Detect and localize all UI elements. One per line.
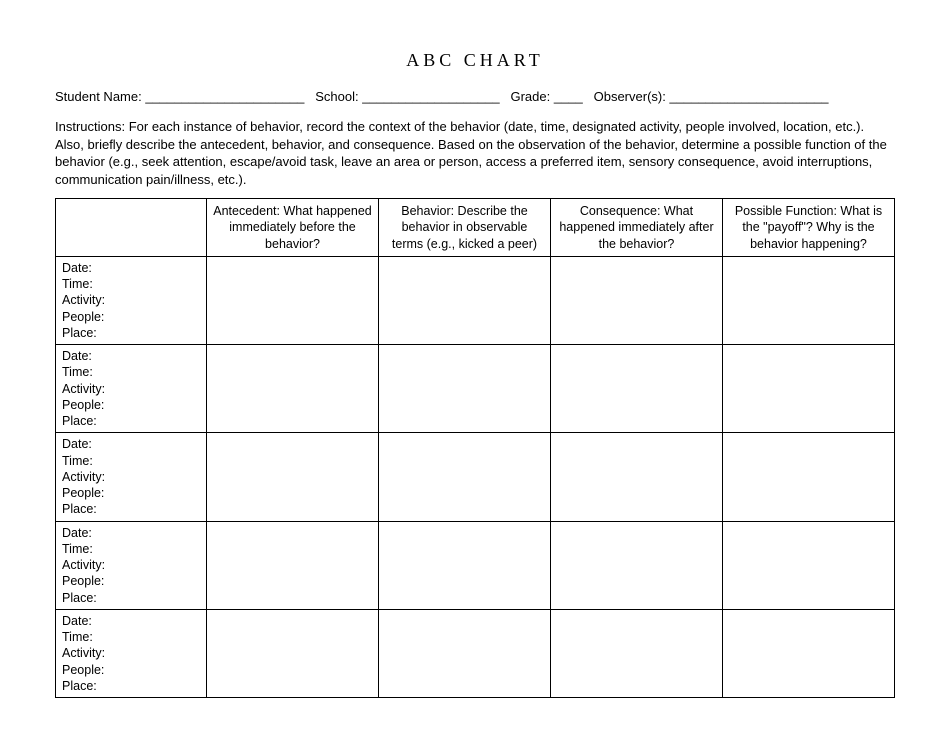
data-cell — [379, 521, 551, 609]
context-cell: Date:Time:Activity:People:Place: — [56, 345, 207, 433]
col-antecedent: Antecedent: What happened immediately be… — [207, 199, 379, 257]
context-field: Date: — [62, 348, 200, 364]
context-field: Activity: — [62, 557, 200, 573]
context-field: People: — [62, 397, 200, 413]
observer-label: Observer(s): — [594, 89, 666, 104]
data-cell — [207, 345, 379, 433]
context-field: Place: — [62, 501, 200, 517]
table-row: Date:Time:Activity:People:Place: — [56, 521, 895, 609]
col-function: Possible Function: What is the "payoff"?… — [722, 199, 894, 257]
school-label: School: — [315, 89, 358, 104]
context-field: Place: — [62, 325, 200, 341]
data-cell — [207, 256, 379, 344]
table-row: Date:Time:Activity:People:Place: — [56, 256, 895, 344]
data-cell — [207, 609, 379, 697]
context-cell: Date:Time:Activity:People:Place: — [56, 433, 207, 521]
context-field: People: — [62, 309, 200, 325]
context-field: Time: — [62, 541, 200, 557]
context-field: Activity: — [62, 381, 200, 397]
context-cell: Date:Time:Activity:People:Place: — [56, 256, 207, 344]
data-cell — [379, 609, 551, 697]
observer-blank: ______________________ — [669, 89, 828, 104]
context-field: People: — [62, 485, 200, 501]
context-field: Activity: — [62, 469, 200, 485]
context-cell: Date:Time:Activity:People:Place: — [56, 609, 207, 697]
context-field: Place: — [62, 678, 200, 694]
grade-label: Grade: — [510, 89, 550, 104]
data-cell — [550, 521, 722, 609]
data-cell — [722, 521, 894, 609]
page-title: ABC CHART — [55, 50, 895, 71]
context-field: Date: — [62, 613, 200, 629]
data-cell — [550, 433, 722, 521]
data-cell — [722, 345, 894, 433]
abc-chart-table: Antecedent: What happened immediately be… — [55, 198, 895, 698]
context-field: Time: — [62, 276, 200, 292]
context-field: Date: — [62, 260, 200, 276]
data-cell — [379, 256, 551, 344]
col-consequence: Consequence: What happened immediately a… — [550, 199, 722, 257]
table-header-row: Antecedent: What happened immediately be… — [56, 199, 895, 257]
grade-blank: ____ — [554, 89, 583, 104]
data-cell — [722, 609, 894, 697]
table-body: Date:Time:Activity:People:Place:Date:Tim… — [56, 256, 895, 697]
data-cell — [207, 521, 379, 609]
table-row: Date:Time:Activity:People:Place: — [56, 609, 895, 697]
context-field: Place: — [62, 590, 200, 606]
data-cell — [379, 433, 551, 521]
context-field: Time: — [62, 364, 200, 380]
context-field: Activity: — [62, 292, 200, 308]
data-cell — [379, 345, 551, 433]
data-cell — [722, 256, 894, 344]
context-cell: Date:Time:Activity:People:Place: — [56, 521, 207, 609]
data-cell — [722, 433, 894, 521]
instructions: Instructions: For each instance of behav… — [55, 118, 895, 188]
context-field: Activity: — [62, 645, 200, 661]
student-name-label: Student Name: — [55, 89, 142, 104]
context-field: People: — [62, 662, 200, 678]
document-page: ABC CHART Student Name: ________________… — [0, 0, 950, 735]
context-field: Place: — [62, 413, 200, 429]
school-blank: ___________________ — [362, 89, 499, 104]
instructions-lead: Instructions: — [55, 119, 125, 134]
header-fields: Student Name: ______________________ Sch… — [55, 89, 895, 104]
instructions-body: For each instance of behavior, record th… — [55, 119, 887, 187]
data-cell — [207, 433, 379, 521]
data-cell — [550, 256, 722, 344]
data-cell — [550, 609, 722, 697]
table-row: Date:Time:Activity:People:Place: — [56, 345, 895, 433]
data-cell — [550, 345, 722, 433]
context-field: Time: — [62, 629, 200, 645]
col-behavior: Behavior: Describe the behavior in obser… — [379, 199, 551, 257]
context-field: Time: — [62, 453, 200, 469]
context-field: People: — [62, 573, 200, 589]
context-field: Date: — [62, 525, 200, 541]
table-row: Date:Time:Activity:People:Place: — [56, 433, 895, 521]
student-name-blank: ______________________ — [145, 89, 304, 104]
col-context — [56, 199, 207, 257]
context-field: Date: — [62, 436, 200, 452]
